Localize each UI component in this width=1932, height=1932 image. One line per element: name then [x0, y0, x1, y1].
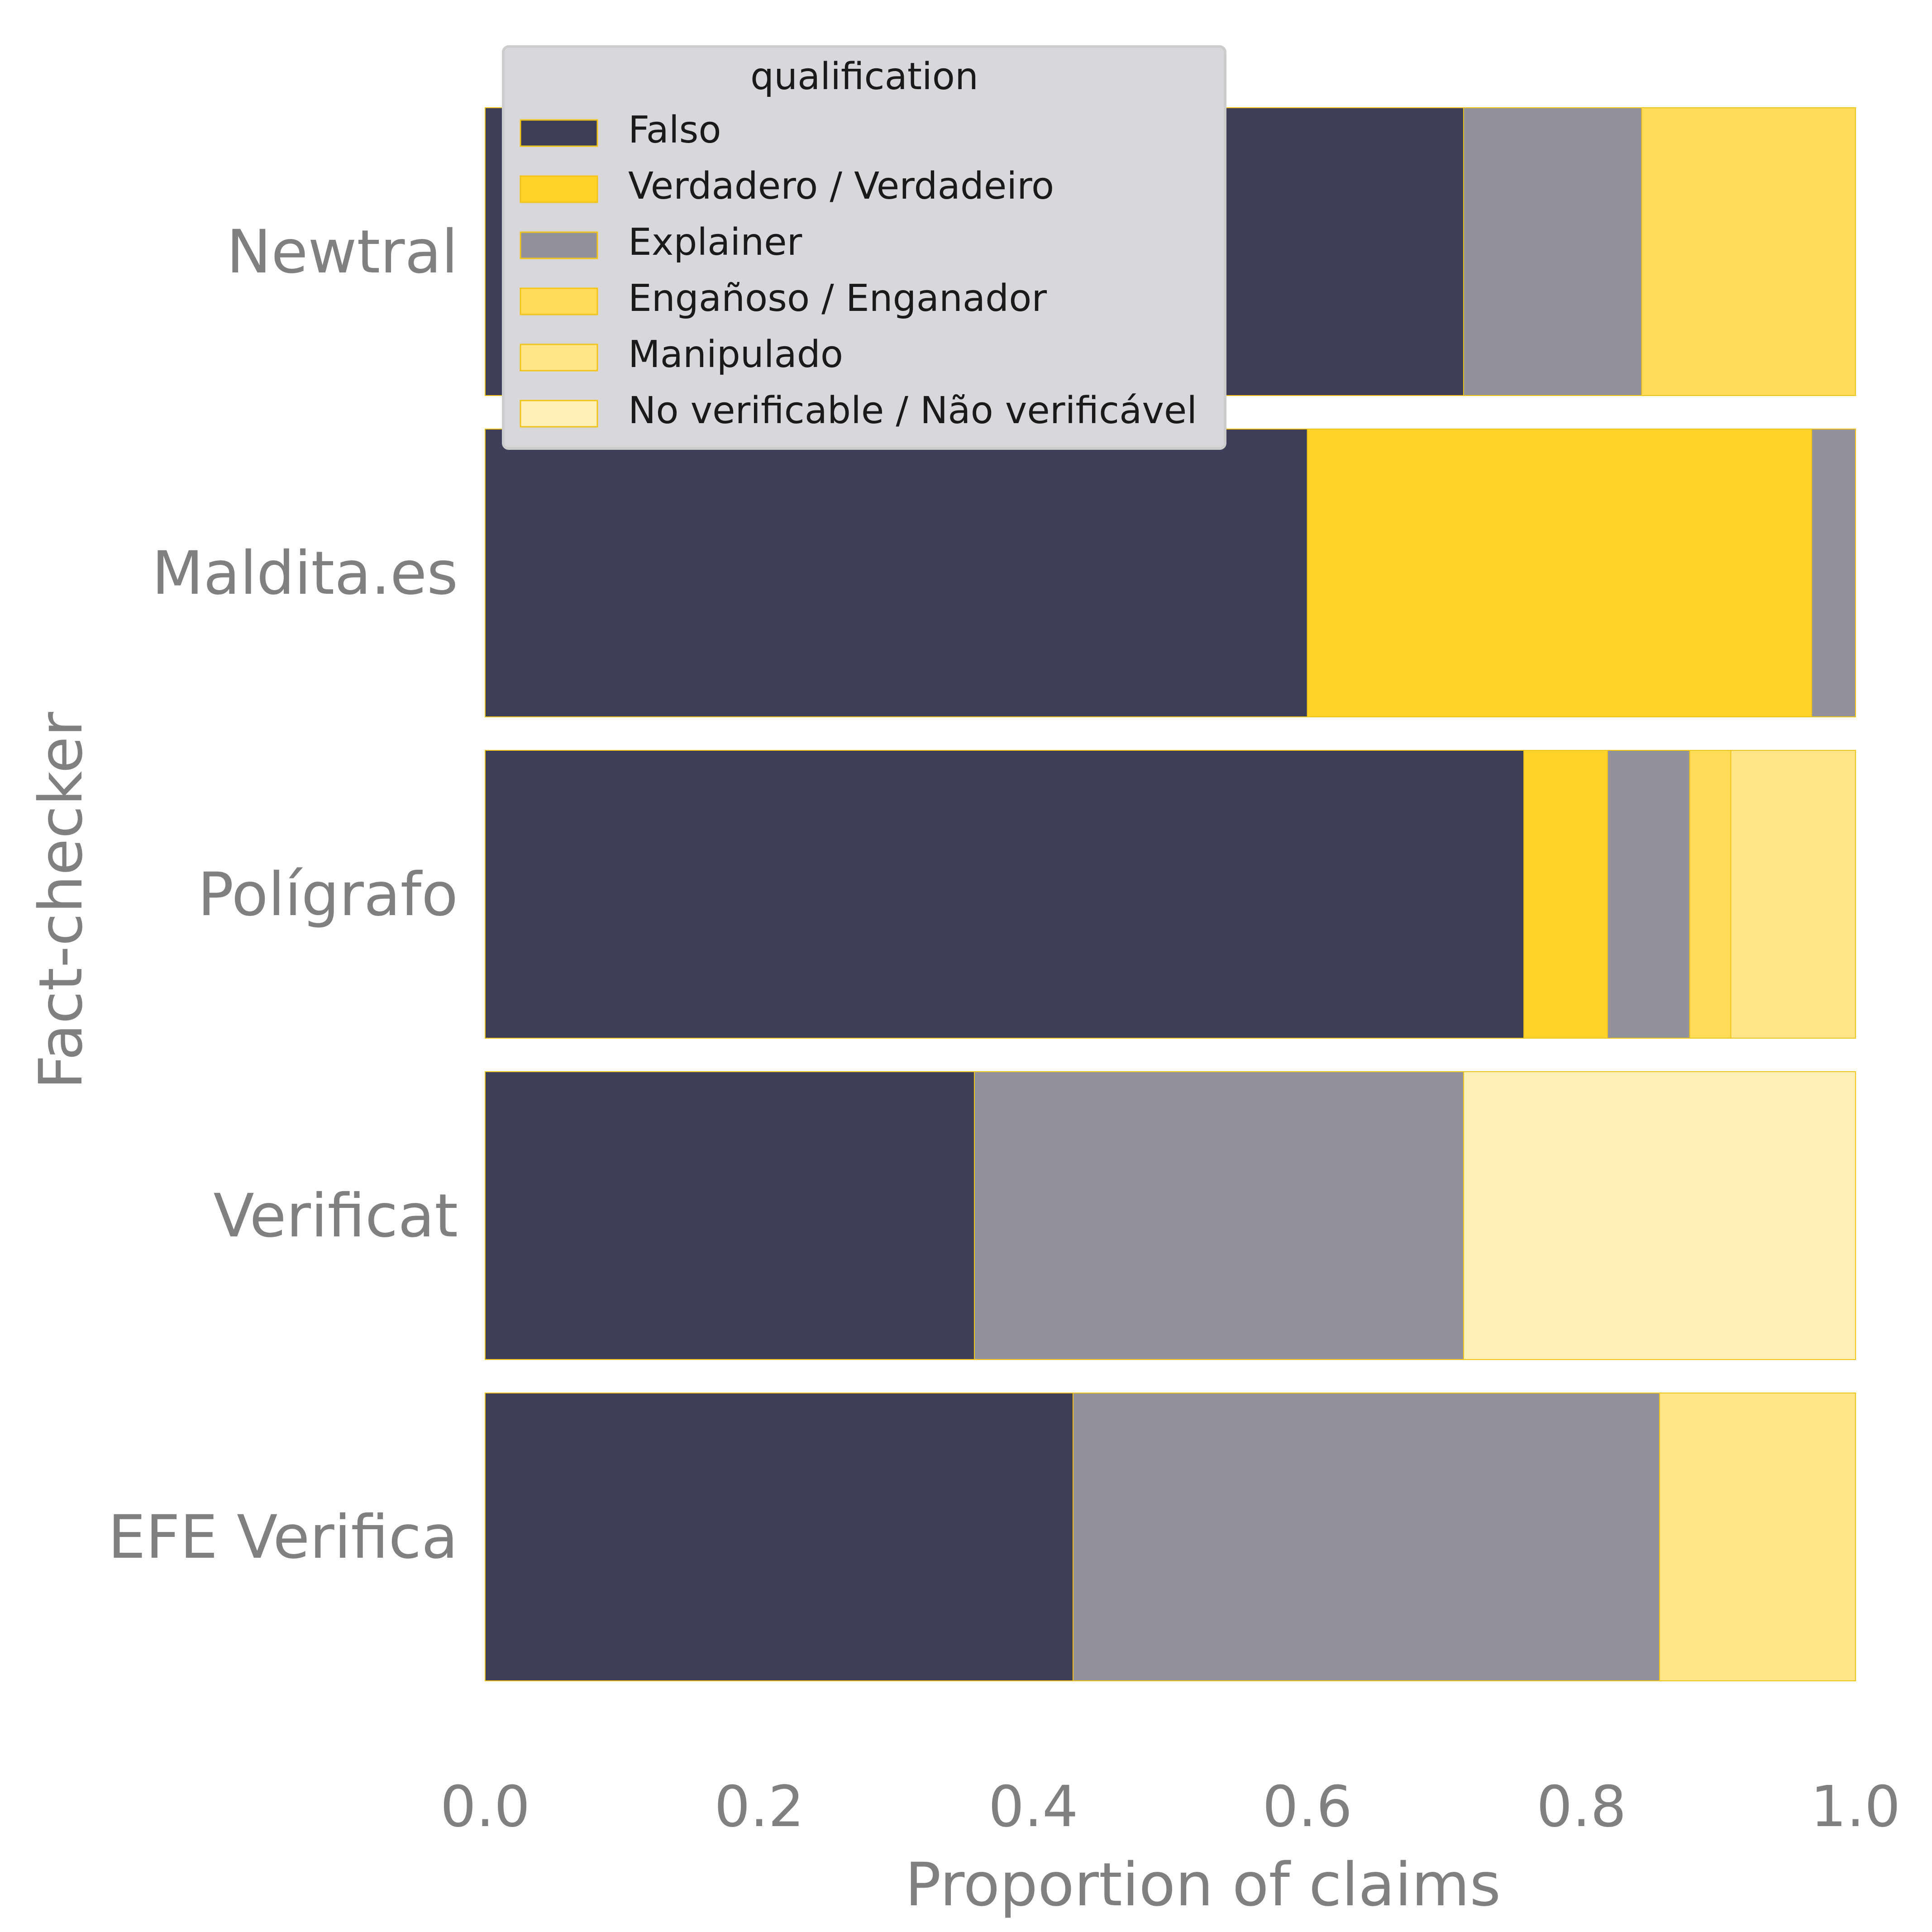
- legend-box: [502, 45, 1226, 450]
- bar-segment-5-1: [485, 1393, 1074, 1681]
- legend-swatch: [520, 231, 598, 259]
- bar-segment-4-1: [485, 1071, 975, 1360]
- bars-group: [485, 107, 1856, 1681]
- category-label: Verificat: [213, 1181, 458, 1251]
- legend-swatch: [520, 175, 598, 203]
- bar-segment-3-5: [1730, 750, 1856, 1039]
- bar-segment-4-3: [973, 1071, 1464, 1360]
- x-axis-title: Proportion of claims: [905, 1850, 1501, 1920]
- category-label: Newtral: [227, 217, 458, 287]
- bar-segment-2-3: [1811, 429, 1856, 717]
- bar-segment-4-6: [1463, 1071, 1856, 1360]
- legend-swatch: [520, 400, 598, 428]
- legend-label: Manipulado: [628, 333, 843, 376]
- bar-segment-5-5: [1659, 1393, 1856, 1681]
- x-tick-label: 1.0: [1811, 1774, 1901, 1840]
- x-tick-label: 0.4: [988, 1774, 1078, 1840]
- bar-segment-3-4: [1689, 750, 1732, 1039]
- legend-swatch: [520, 119, 598, 147]
- bar-segment-1-4: [1641, 107, 1856, 396]
- legend-label: Falso: [628, 109, 721, 152]
- bar-segment-3-3: [1607, 750, 1690, 1039]
- legend-label: Engañoso / Enganador: [628, 277, 1047, 320]
- category-labels: Newtral Maldita.es Polígrafo Verificat EFE V…: [108, 217, 458, 1572]
- bar-segment-2-1: [485, 429, 1308, 717]
- x-tick-label: 0.0: [440, 1774, 530, 1840]
- legend-label: Verdadero / Verdadeiro: [628, 165, 1054, 208]
- legend-title: qualification: [750, 55, 978, 98]
- legend-label: Explainer: [628, 221, 802, 264]
- x-tick-labels: 0.0 0.2 0.4 0.6 0.8 1.0: [440, 1774, 1901, 1840]
- y-axis-title: Fact-checker: [26, 711, 96, 1089]
- x-tick-label: 0.8: [1536, 1774, 1627, 1840]
- category-label: Maldita.es: [152, 539, 458, 608]
- bar-segment-1-3: [1463, 107, 1642, 396]
- bar-segment-5-3: [1073, 1393, 1660, 1681]
- bar-segment-3-1: [485, 750, 1525, 1039]
- legend-label: No verificable / Não verificável: [628, 389, 1197, 432]
- legend-items: Falso Verdadero / Verdadeiro Explainer Enga…: [520, 109, 1197, 432]
- legend-swatch: [520, 287, 598, 315]
- x-tick-label: 0.2: [714, 1774, 804, 1840]
- category-label: Polígrafo: [198, 860, 458, 930]
- legend-swatch: [520, 343, 598, 372]
- bar-segment-2-2: [1307, 429, 1813, 717]
- bar-segment-3-2: [1523, 750, 1608, 1039]
- category-label: EFE Verifica: [108, 1503, 458, 1572]
- legend: qualification Falso Verdadero / Verdadeir…: [502, 45, 1226, 450]
- x-tick-label: 0.6: [1262, 1774, 1352, 1840]
